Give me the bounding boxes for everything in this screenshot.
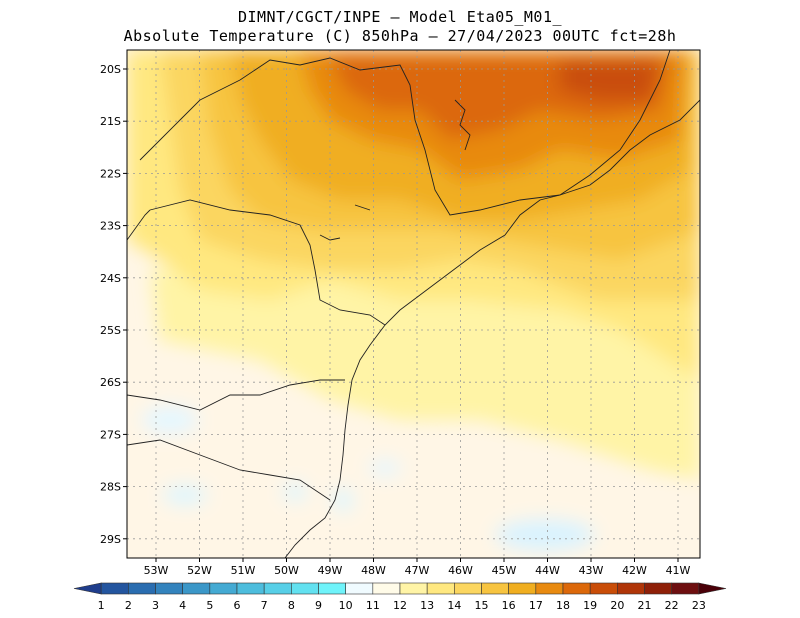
title-line-2: Absolute Temperature (C) 850hPa — 27/04/…	[123, 27, 677, 45]
lat-label-20S: 20S	[100, 63, 121, 76]
longitude-labels: 53W 52W 51W 50W 49W 48W 47W 46W 45W 44W 43W 42W 41W	[144, 558, 691, 577]
colorbar-label: 3	[152, 599, 159, 612]
colorbar-label: 21	[638, 599, 652, 612]
lat-label-26S: 26S	[100, 376, 121, 389]
colorbar-swatch	[236, 582, 265, 595]
colorbar-swatch	[671, 582, 700, 595]
colorbar-label: 2	[125, 599, 132, 612]
lon-label-42W: 42W	[622, 564, 647, 577]
colorbar-label: 4	[179, 599, 186, 612]
colorbar-swatch	[426, 582, 455, 595]
colorbar-swatch	[155, 582, 183, 595]
lon-label-48W: 48W	[361, 564, 386, 577]
coastline	[284, 99, 700, 558]
colorbar-swatch	[617, 582, 645, 595]
colorbar-swatch	[399, 582, 428, 595]
colorbar-label: 6	[234, 599, 241, 612]
colorbar-swatch	[128, 582, 156, 595]
colorbar-swatch	[508, 582, 537, 595]
colorbar-swatch	[698, 582, 727, 595]
colorbar-label: 1	[98, 599, 105, 612]
colorbar-label: 23	[692, 599, 706, 612]
lon-label-44W: 44W	[535, 564, 560, 577]
colorbar-swatch	[182, 582, 211, 595]
colorbar-swatch	[481, 582, 509, 595]
title-line-1: DIMNT/CGCT/INPE — Model Eta05_M01_	[237, 8, 563, 26]
colorbar-label: 13	[420, 599, 434, 612]
colorbar-label: 10	[339, 599, 353, 612]
lon-label-41W: 41W	[666, 564, 691, 577]
lat-label-24S: 24S	[100, 272, 121, 285]
colorbar-swatch	[73, 582, 102, 595]
colorbar-label: 18	[556, 599, 570, 612]
lon-label-52W: 52W	[187, 564, 212, 577]
colorbar-swatch	[318, 582, 346, 595]
colorbar-swatch	[535, 582, 564, 595]
colorbar-label: 17	[529, 599, 543, 612]
lon-label-43W: 43W	[579, 564, 604, 577]
lat-label-25S: 25S	[100, 324, 121, 337]
colorbar-swatch	[372, 582, 401, 595]
colorbar-swatch	[562, 582, 591, 595]
lon-label-46W: 46W	[448, 564, 473, 577]
colorbar: 1 2 3 4 5 6 7 8 9 10 11 12 13 14 15 16 17 18 19 20 21 22 23	[73, 582, 727, 612]
colorbar-swatch	[644, 582, 672, 595]
colorbar-swatch	[589, 582, 618, 595]
colorbar-label: 8	[288, 599, 295, 612]
colorbar-swatch	[100, 582, 129, 595]
temperature-field	[127, 50, 700, 558]
lon-label-45W: 45W	[492, 564, 517, 577]
colorbar-label: 9	[315, 599, 322, 612]
colorbar-swatch	[263, 582, 292, 595]
state-border-ms-sp	[139, 79, 241, 161]
state-border-mg-sp	[239, 57, 561, 216]
map-frame	[126, 49, 701, 559]
lat-label-23S: 23S	[100, 220, 121, 233]
colorbar-swatch	[345, 582, 374, 595]
colorbar-swatch	[454, 582, 482, 595]
colorbar-label: 11	[366, 599, 380, 612]
colorbar-swatch	[291, 582, 319, 595]
state-border-mg-rj	[559, 50, 671, 196]
colorbar-swatch	[209, 582, 238, 595]
lon-label-53W: 53W	[144, 564, 169, 577]
lat-label-29S: 29S	[100, 533, 121, 546]
latitude-labels: 20S 21S 22S 23S 24S 25S 26S 27S 28S 29S	[100, 63, 127, 546]
lon-label-50W: 50W	[274, 564, 299, 577]
lon-label-49W: 49W	[318, 564, 343, 577]
state-border-sc-rs	[127, 439, 331, 501]
map-borders	[127, 50, 700, 558]
lat-label-21S: 21S	[100, 115, 121, 128]
state-border-sp-pr	[149, 199, 386, 326]
colorbar-label: 12	[393, 599, 407, 612]
colorbar-label: 14	[447, 599, 461, 612]
lat-label-22S: 22S	[100, 167, 121, 180]
state-border-pr-ms	[127, 209, 151, 241]
colorbar-label: 5	[206, 599, 213, 612]
lon-label-47W: 47W	[405, 564, 430, 577]
lat-label-27S: 27S	[100, 428, 121, 441]
lon-label-51W: 51W	[231, 564, 256, 577]
colorbar-label: 22	[665, 599, 679, 612]
colorbar-label: 20	[610, 599, 624, 612]
colorbar-label: 19	[583, 599, 597, 612]
state-border-pr-sc	[127, 379, 345, 411]
lat-label-28S: 28S	[100, 481, 121, 494]
map-gridlines	[127, 50, 700, 558]
colorbar-label: 16	[502, 599, 516, 612]
lake-shapes	[319, 99, 471, 241]
colorbar-label: 7	[261, 599, 268, 612]
colorbar-label: 15	[475, 599, 489, 612]
